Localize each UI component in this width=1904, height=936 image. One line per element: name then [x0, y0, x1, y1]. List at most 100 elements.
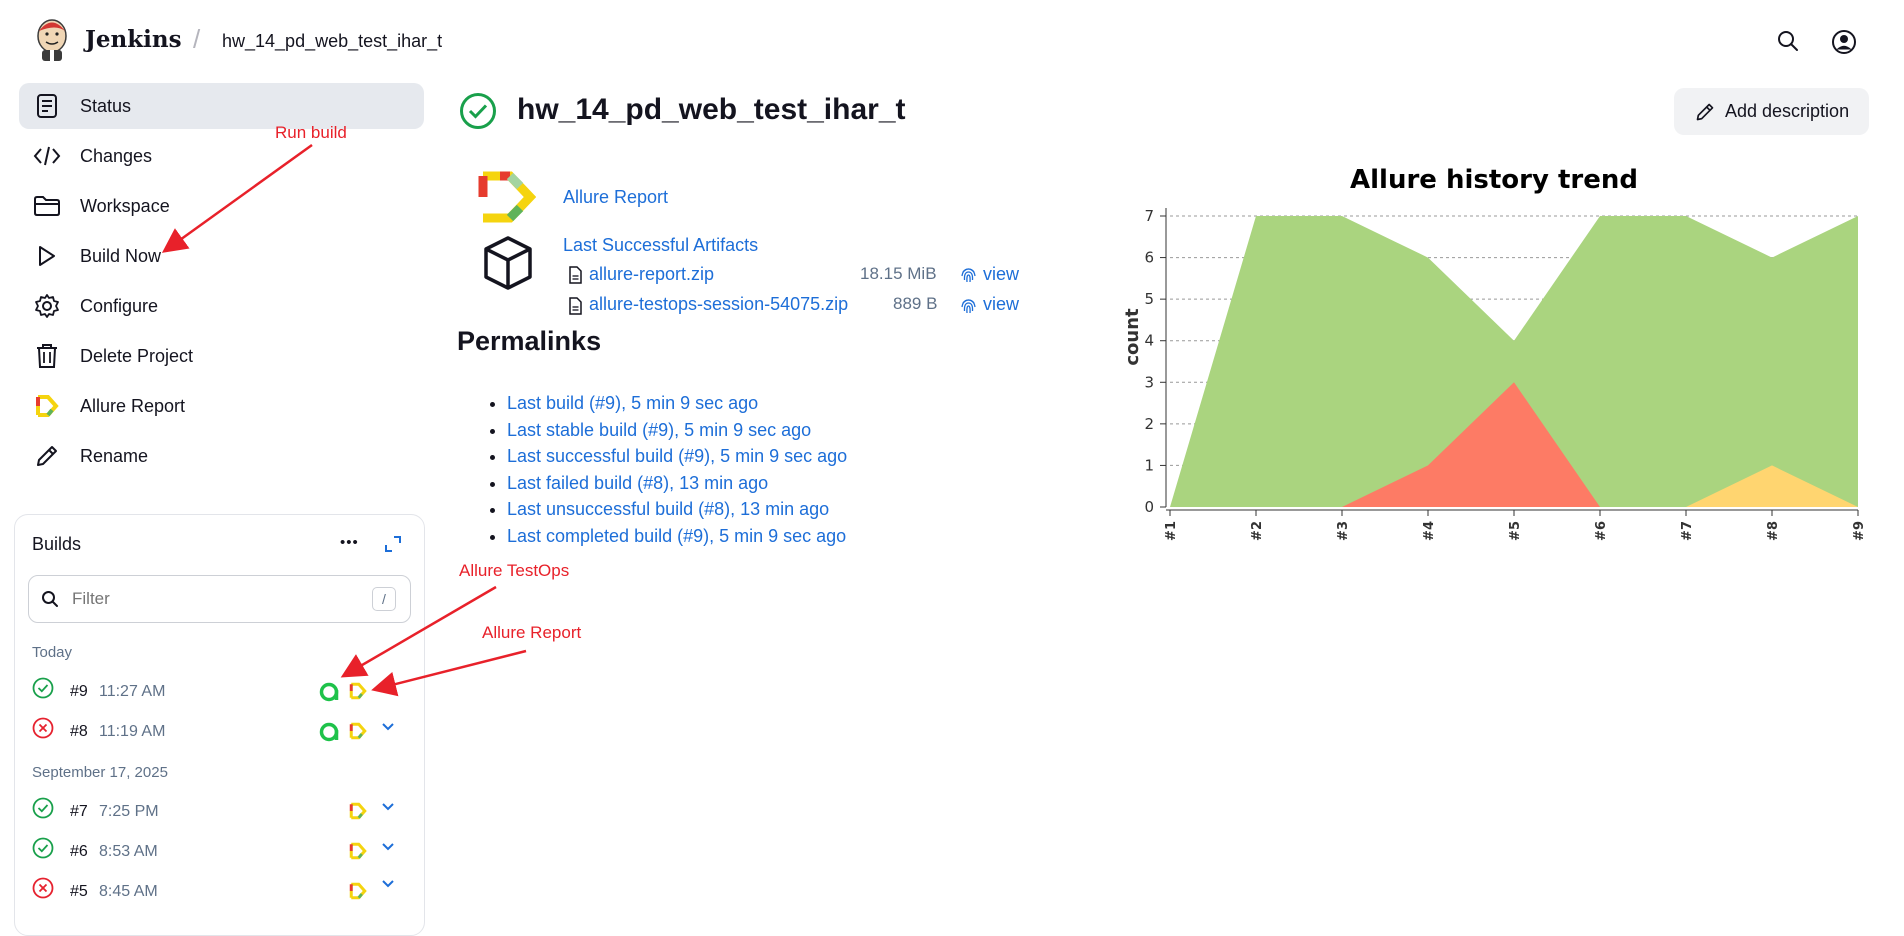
chart-y-tick-label: 4 [1144, 332, 1154, 350]
build-time: 8:53 AM [99, 843, 158, 860]
expand-icon[interactable] [384, 535, 402, 558]
file-icon [568, 266, 583, 289]
allure-history-trend-chart[interactable]: Allure history trend count 0 1 2 3 4 5 6 7 #1 #2… [1110, 155, 1870, 555]
permalink-last-build[interactable]: Last build (#9), 5 min 9 sec ago [507, 393, 759, 413]
permalink-last-completed-build[interactable]: Last completed build (#9), 5 min 9 sec a… [507, 525, 847, 546]
more-options-button[interactable]: ••• [340, 534, 359, 551]
build-number: #5 [70, 883, 88, 900]
folder-icon [33, 192, 61, 220]
chart-x-tick-label: #8 [1766, 521, 1781, 541]
add-description-button[interactable]: Add description [1674, 88, 1869, 135]
chart-x-tick-label: #7 [1680, 521, 1695, 541]
annotation-allure-testops: Allure TestOps [459, 561, 570, 580]
jenkins-butler-icon [37, 19, 67, 61]
permalink-last-stable-build[interactable]: Last stable build (#9), 5 min 9 sec ago [507, 419, 812, 440]
app-name[interactable]: Jenkins [85, 26, 182, 53]
build-time: 7:25 PM [99, 803, 159, 820]
chart-x-tick-label: #6 [1594, 521, 1609, 541]
chart-y-tick-label: 0 [1144, 498, 1154, 516]
chart-series-area-0 [1170, 216, 1858, 507]
permalink-last-successful-build[interactable]: Last successful build (#9), 5 min 9 sec … [507, 446, 848, 466]
search-icon[interactable] [1776, 29, 1800, 58]
trash-icon [33, 342, 61, 370]
gear-icon [33, 292, 61, 320]
sidebar-item-configure[interactable]: Configure [19, 283, 424, 329]
view-link[interactable]: view [983, 294, 1020, 314]
permalink-last-failed-build[interactable]: Last failed build (#8), 13 min ago [507, 472, 769, 493]
sidebar-item-label: Configure [80, 295, 159, 316]
success-status-icon [32, 797, 54, 824]
chevron-down-icon[interactable] [381, 877, 395, 896]
chevron-down-icon[interactable] [381, 840, 395, 859]
filter-shortcut-key: / [372, 587, 396, 611]
view-link[interactable]: view [983, 264, 1020, 284]
chart-y-tick-label: 3 [1144, 373, 1154, 391]
jenkins-logo[interactable] [34, 16, 70, 62]
sidebar-item-build-now[interactable]: Build Now [19, 233, 424, 279]
page-title: hw_14_pd_web_test_ihar_t [517, 93, 906, 126]
sidebar-item-rename[interactable]: Rename [19, 433, 424, 479]
build-row[interactable]: #6 8:53 AM [32, 837, 402, 867]
allure-logo-icon[interactable] [478, 171, 537, 228]
allure-report-icon[interactable] [349, 802, 367, 825]
success-status-icon [32, 837, 54, 864]
artifact-link[interactable]: allure-report.zip [589, 264, 715, 284]
permalink-last-unsuccessful-build[interactable]: Last unsuccessful build (#8), 13 min ago [507, 499, 830, 519]
annotation-allure-report: Allure Report [482, 623, 582, 642]
last-successful-artifacts-link[interactable]: Last Successful Artifacts [563, 235, 759, 255]
artifact-link[interactable]: allure-testops-session-54075.zip [589, 294, 849, 314]
code-icon [33, 142, 61, 170]
allure-report-icon[interactable] [349, 682, 367, 705]
chart-y-tick-label: 2 [1144, 415, 1154, 433]
fingerprint-icon[interactable] [960, 266, 977, 289]
document-icon [33, 92, 61, 120]
success-status-icon [459, 92, 497, 135]
build-row[interactable]: #8 11:19 AM [32, 717, 402, 747]
file-icon [568, 297, 583, 320]
sidebar-item-changes[interactable]: Changes [19, 133, 424, 179]
artifact-size: 889 B [893, 294, 938, 313]
sidebar-item-label: Changes [80, 145, 153, 166]
chart-x-tick-label: #1 [1164, 521, 1179, 541]
build-number: #8 [70, 723, 88, 740]
chart-x-tick-label: #9 [1852, 521, 1867, 541]
chart-x-tick-label: #2 [1250, 521, 1265, 541]
chart-series-area-2 [1170, 465, 1858, 507]
allure-testops-icon[interactable] [319, 682, 341, 707]
chevron-down-icon[interactable] [381, 720, 395, 739]
pencil-icon [1695, 102, 1715, 122]
allure-testops-icon[interactable] [319, 722, 341, 747]
chart-x-tick-label: #5 [1508, 521, 1523, 541]
allure-report-icon[interactable] [349, 722, 367, 745]
sidebar-item-workspace[interactable]: Workspace [19, 183, 424, 229]
build-row[interactable]: #5 8:45 AM [32, 877, 402, 907]
artifact-size: 18.15 MiB [860, 264, 937, 283]
fingerprint-icon[interactable] [960, 297, 977, 320]
build-time: 8:45 AM [99, 883, 158, 900]
failed-status-icon [32, 717, 54, 744]
chevron-down-icon[interactable] [381, 800, 395, 819]
sidebar-item-status[interactable]: Status [19, 83, 424, 129]
play-icon [33, 242, 61, 270]
breadcrumb-project[interactable]: hw_14_pd_web_test_ihar_t [222, 31, 443, 51]
user-avatar-icon[interactable] [1831, 29, 1857, 60]
sidebar-item-allure-report[interactable]: Allure Report [19, 383, 424, 429]
build-row[interactable]: #7 7:25 PM [32, 797, 402, 827]
allure-report-link[interactable]: Allure Report [563, 187, 669, 207]
sidebar-item-label: Rename [80, 445, 149, 466]
build-time: 11:27 AM [99, 683, 166, 700]
sidebar-item-delete-project[interactable]: Delete Project [19, 333, 424, 379]
sidebar-item-label: Build Now [80, 245, 162, 266]
sidebar-item-label: Workspace [80, 195, 170, 216]
build-group-date: September 17, 2025 [32, 764, 168, 781]
sidebar-item-label: Allure Report [80, 395, 186, 416]
build-number: #9 [70, 683, 88, 700]
build-row[interactable]: #9 11:27 AM [32, 677, 402, 707]
allure-report-icon[interactable] [349, 882, 367, 905]
builds-filter-input[interactable] [70, 583, 364, 615]
allure-report-icon[interactable] [349, 842, 367, 865]
chart-y-axis-label: count [1122, 308, 1143, 366]
annotation-run-build: Run build [275, 123, 347, 142]
failed-status-icon [32, 877, 54, 904]
chart-y-tick-label: 7 [1144, 207, 1154, 225]
